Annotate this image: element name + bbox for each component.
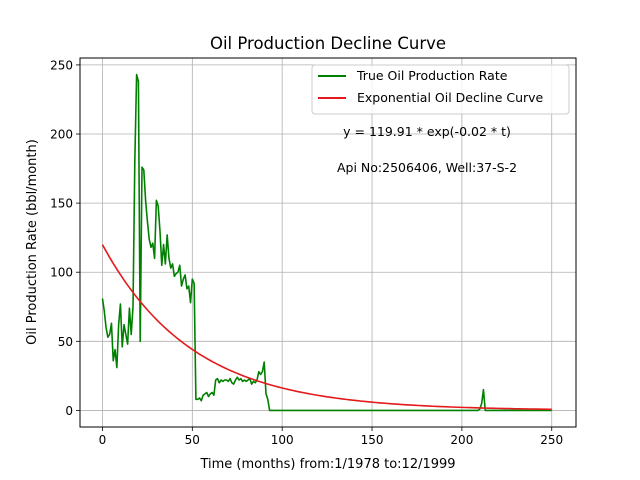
legend-label-true-rate: True Oil Production Rate xyxy=(356,68,508,83)
x-tick-label: 150 xyxy=(361,433,384,447)
x-axis-label: Time (months) from:1/1978 to:12/1999 xyxy=(199,457,455,472)
y-tick-label: 0 xyxy=(65,404,73,418)
y-tick-label: 250 xyxy=(50,58,73,72)
x-axis: 0 50 100 150 200 250 xyxy=(99,427,563,447)
x-tick-label: 250 xyxy=(540,433,563,447)
x-tick-label: 0 xyxy=(99,433,107,447)
legend-label-exponential: Exponential Oil Decline Curve xyxy=(357,90,544,105)
exponential-fit-line xyxy=(101,244,552,411)
y-tick-label: 100 xyxy=(50,266,73,280)
plot-frame xyxy=(79,57,577,428)
x-tick-label: 50 xyxy=(185,433,200,447)
plot-area xyxy=(101,73,552,412)
series-layer xyxy=(101,73,552,412)
grid xyxy=(80,58,576,427)
x-tick-label: 200 xyxy=(450,433,473,447)
y-tick-label: 200 xyxy=(50,128,73,142)
y-tick-label: 150 xyxy=(50,197,73,211)
x-tick-label: 100 xyxy=(271,433,294,447)
chart-title: Oil Production Decline Curve xyxy=(210,34,446,53)
legend: True Oil Production Rate Exponential Oil… xyxy=(311,64,570,115)
y-axis: 0 50 100 150 200 250 xyxy=(50,58,80,418)
y-axis-label: Oil Production Rate (bbl/month) xyxy=(25,139,40,345)
equation-annotation: y = 119.91 * exp(-0.02 * t) xyxy=(343,124,511,139)
well-annotation: Api No:2506406, Well:37-S-2 xyxy=(337,160,517,175)
y-tick-label: 50 xyxy=(58,335,73,349)
legend-box xyxy=(311,64,570,115)
true-rate-line xyxy=(101,73,552,412)
